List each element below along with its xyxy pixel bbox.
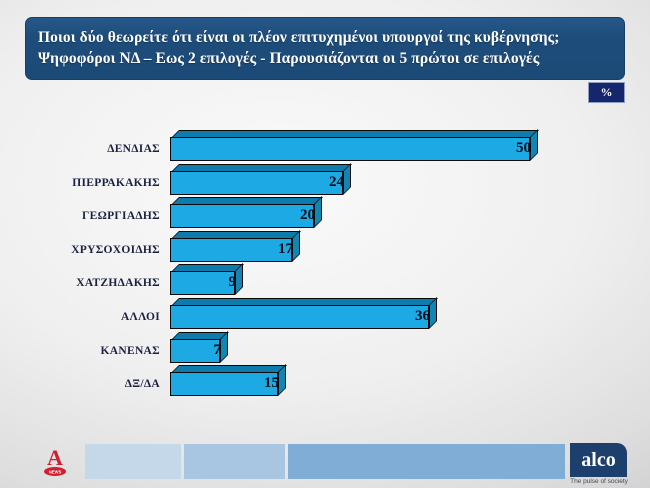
alco-logo-text: alco bbox=[581, 448, 616, 471]
alpha-news-badge bbox=[44, 467, 66, 476]
bar-row: ΔΞ/ΔΑ 15 bbox=[30, 364, 630, 398]
percent-unit-label: % bbox=[600, 85, 613, 99]
alpha-logo-letter: A bbox=[47, 445, 63, 470]
bar: 9 bbox=[170, 263, 244, 297]
bar-row: ΔΕΝΔΙΑΣ 50 bbox=[30, 129, 630, 163]
alco-logo: alco bbox=[570, 443, 627, 477]
bar-value-label: 17 bbox=[278, 241, 293, 257]
footer-cell-alpha: A NEWS bbox=[27, 444, 83, 479]
category-label: ΔΕΝΔΙΑΣ bbox=[107, 143, 160, 155]
alpha-news-label: NEWS bbox=[49, 469, 62, 474]
footer-cell-4 bbox=[288, 444, 565, 479]
bar-front-face bbox=[170, 204, 314, 228]
bar: 15 bbox=[170, 364, 287, 398]
bar-value-label: 7 bbox=[213, 342, 222, 358]
bar-chart: ΔΕΝΔΙΑΣ 50 ΠΙΕΡΡΑΚΑΚΗΣ 24 ΓΕΩΡΓΙΑΔΗΣ 20 ΧΡΥΣΟΧ… bbox=[30, 129, 630, 402]
bar: 24 bbox=[170, 163, 352, 197]
bar-row: ΚΑΝΕΝΑΣ 7 bbox=[30, 331, 630, 365]
page-title: Ποιοι δύο θεωρείτε ότι είναι οι πλέον επ… bbox=[25, 17, 625, 80]
percent-unit-badge: % bbox=[588, 82, 625, 103]
bar-front-face bbox=[170, 339, 220, 363]
footer-cell-2 bbox=[85, 444, 181, 479]
bar-value-label: 24 bbox=[329, 174, 344, 190]
bar-front-face bbox=[170, 372, 278, 396]
title-line-1: Ποιοι δύο θεωρείτε ότι είναι οι πλέον επ… bbox=[38, 29, 560, 46]
bar: 17 bbox=[170, 230, 301, 264]
category-label: ΔΞ/ΔΑ bbox=[124, 378, 160, 390]
bar-row: ΑΛΛΟΙ 36 bbox=[30, 297, 630, 331]
category-label: ΧΡΥΣΟΧΟΙΔΗΣ bbox=[71, 244, 160, 256]
title-line-2: Ψηφοφόροι ΝΔ – Εως 2 επιλογές - Παρουσιά… bbox=[38, 50, 540, 68]
bar-front-face bbox=[170, 238, 292, 262]
bar-front-face bbox=[170, 305, 429, 329]
alpha-news-logo-icon: A NEWS bbox=[44, 445, 66, 476]
category-label: ΧΑΤΖΗΔΑΚΗΣ bbox=[76, 277, 160, 289]
category-label: ΑΛΛΟΙ bbox=[120, 311, 160, 323]
bar-row: ΠΙΕΡΡΑΚΑΚΗΣ 24 bbox=[30, 163, 630, 197]
bar: 50 bbox=[170, 129, 539, 163]
bar: 20 bbox=[170, 196, 323, 230]
bar-row: ΓΕΩΡΓΙΑΔΗΣ 20 bbox=[30, 196, 630, 230]
category-label: ΓΕΩΡΓΙΑΔΗΣ bbox=[82, 210, 160, 222]
bar-row: ΧΡΥΣΟΧΟΙΔΗΣ 17 bbox=[30, 230, 630, 264]
bar-front-face bbox=[170, 271, 235, 295]
category-label: ΚΑΝΕΝΑΣ bbox=[100, 345, 160, 357]
bar-value-label: 15 bbox=[264, 375, 279, 391]
footer-cell-3 bbox=[184, 444, 285, 479]
bar-front-face bbox=[170, 171, 343, 195]
bar-value-label: 36 bbox=[415, 308, 430, 324]
bar: 36 bbox=[170, 297, 438, 331]
bar: 7 bbox=[170, 331, 229, 365]
alco-tagline: The pulse of society bbox=[570, 478, 628, 485]
bar-value-label: 50 bbox=[516, 140, 531, 156]
bar-value-label: 9 bbox=[228, 274, 237, 290]
bar-value-label: 20 bbox=[300, 207, 315, 223]
category-label: ΠΙΕΡΡΑΚΑΚΗΣ bbox=[72, 177, 160, 189]
bar-front-face bbox=[170, 137, 530, 161]
bar-row: ΧΑΤΖΗΔΑΚΗΣ 9 bbox=[30, 263, 630, 297]
